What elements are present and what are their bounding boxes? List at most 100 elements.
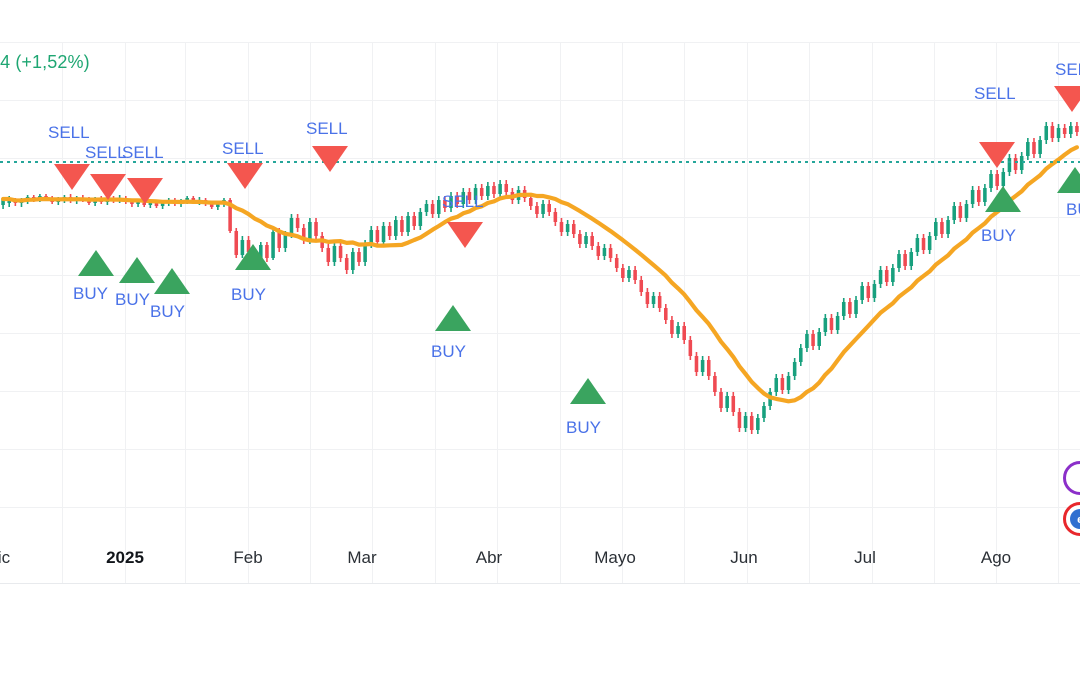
candle-body [185,198,189,201]
candle-body [1026,142,1030,156]
badge-inner-disc [1070,509,1080,529]
candle-body [406,216,410,232]
buy-marker-icon[interactable] [1057,167,1080,193]
gridline-vertical [622,42,623,583]
candle-body [1,199,5,205]
candle-body [780,378,785,390]
gridline-vertical [248,42,249,583]
candle-body [1062,128,1067,134]
candle-body [467,192,472,200]
candle-body [565,224,570,232]
candle-body [854,300,858,314]
candle-body [706,360,711,376]
candle-body [504,184,509,192]
candle-body [160,203,165,206]
sell-marker-label: SELL [48,123,90,142]
candle-body [369,230,374,244]
candle-body [835,316,840,330]
candle-body [645,292,650,304]
gridline-vertical [872,42,873,583]
candle-body [897,254,901,268]
sell-marker-icon[interactable] [90,174,126,200]
buy-marker-label: BUY [566,418,601,437]
buy-marker-icon[interactable] [985,186,1021,212]
sell-marker-icon[interactable] [1054,86,1080,112]
moving-average-line [1,145,1079,404]
candle-body [596,246,601,256]
gridline-vertical [310,42,311,583]
candle-body [1050,126,1055,138]
candle-body [823,318,828,332]
sell-marker-icon[interactable] [127,178,163,204]
candle-body [657,296,662,308]
gridline-horizontal [0,449,1080,450]
sell-marker-icon[interactable] [54,164,90,190]
candle-body [664,308,668,320]
candle-body [301,228,306,240]
candle-body [154,202,159,206]
candle-body [216,204,220,207]
buy-marker-icon[interactable] [119,257,155,283]
buy-marker-icon[interactable] [235,244,271,270]
sell-marker-icon[interactable] [447,222,483,248]
candle-body [571,224,576,234]
sell-marker-icon[interactable] [979,142,1015,168]
sell-marker-icon[interactable] [227,163,263,189]
candle-body [909,252,914,266]
sell-marker-label: SELL [222,139,264,158]
candle-body [627,270,631,278]
buy-marker-icon[interactable] [154,268,190,294]
x-axis-tick-label: 2025 [106,548,144,567]
candle-body [774,378,779,392]
buy-marker-icon[interactable] [570,378,606,404]
candle-body [479,188,484,196]
candle-body [541,204,545,214]
x-axis-line [0,583,1080,584]
gridline-horizontal [0,507,1080,508]
candle-body [608,248,613,258]
buy-marker-icon[interactable] [78,250,114,276]
x-axis-tick-label: Jul [854,548,876,567]
buy-marker-label: BUY [115,290,150,309]
x-axis-tick-label: ic [0,548,11,567]
candle-body [934,222,938,236]
candle-body [277,232,281,248]
candle-body [326,248,331,262]
candle-body [529,198,533,206]
candle-body [424,204,429,212]
candle-body [651,296,656,304]
candle-body [719,392,723,408]
candle-body [621,268,625,278]
candle-body [676,326,680,334]
buy-marker-icon[interactable] [435,305,471,331]
candle-body [872,284,877,298]
candle-body [228,200,232,231]
candle-body [314,222,318,236]
sell-marker-label: SELL [442,192,484,211]
candle-body [682,326,686,340]
candle-body [375,230,380,242]
gridline-vertical [684,42,685,583]
candle-body [670,320,674,334]
candle-body [799,348,803,362]
candle-body [700,360,705,372]
candle-body [915,238,920,252]
chart-plot-area[interactable] [0,42,1080,583]
x-axis-tick-label: Jun [730,548,758,567]
candle-body [209,204,214,207]
candle-body [394,220,398,236]
candle-body [964,204,969,218]
candle-body [762,406,766,418]
gridline-horizontal [0,158,1080,159]
candle-body [1013,158,1018,170]
gridline-vertical [1058,42,1059,583]
red-ring-badge[interactable]: e [1063,502,1080,536]
buy-marker-label: BUY [73,284,108,303]
sell-marker-label: SELL [122,143,164,162]
candle-body [283,235,288,248]
candle-body [891,268,895,282]
sell-marker-icon[interactable] [312,146,348,172]
candle-body [946,220,950,234]
sell-marker-label: SELL [1055,60,1080,79]
candle-body [688,340,693,356]
